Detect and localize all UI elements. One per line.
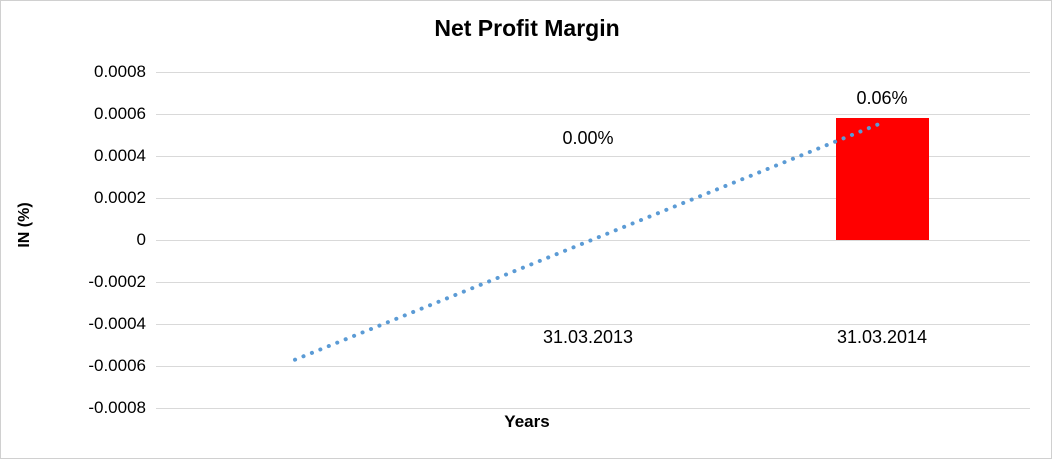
y-axis-title: IN (%): [16, 202, 33, 248]
x-tick-label-2013: 31.03.2013: [542, 327, 634, 347]
gridline: [156, 324, 1030, 325]
gridline: [156, 366, 1030, 367]
bar-2014[interactable]: [836, 118, 929, 240]
gridline: [156, 408, 1030, 409]
plot-area: 0.00% 0.06% 31.03.2013 31.03.2014: [156, 72, 1030, 409]
gridline: [156, 114, 1030, 115]
y-tick-label: 0.0008: [94, 62, 146, 81]
x-tick-label-2014: 31.03.2014: [836, 327, 928, 347]
y-tick-label: -0.0008: [88, 398, 146, 417]
y-tick-label: 0.0002: [94, 188, 146, 207]
y-tick-label: -0.0002: [88, 272, 146, 291]
gridline: [156, 72, 1030, 73]
data-label-2013: 0.00%: [562, 128, 614, 148]
chart-title: Net Profit Margin: [434, 15, 620, 41]
gridline-zero: [156, 240, 1030, 241]
y-axis-ticks: 0.0008 0.0006 0.0004 0.0002 0 -0.0002 -0…: [41, 62, 146, 417]
y-tick-label: -0.0006: [88, 356, 146, 375]
y-tick-label: -0.0004: [88, 314, 146, 333]
y-tick-label: 0.0006: [94, 104, 146, 123]
gridline: [156, 282, 1030, 283]
y-tick-label: 0.0004: [94, 146, 146, 165]
x-axis-title: Years: [504, 412, 550, 431]
data-label-2014: 0.06%: [856, 88, 908, 108]
y-tick-label: 0: [136, 230, 146, 249]
